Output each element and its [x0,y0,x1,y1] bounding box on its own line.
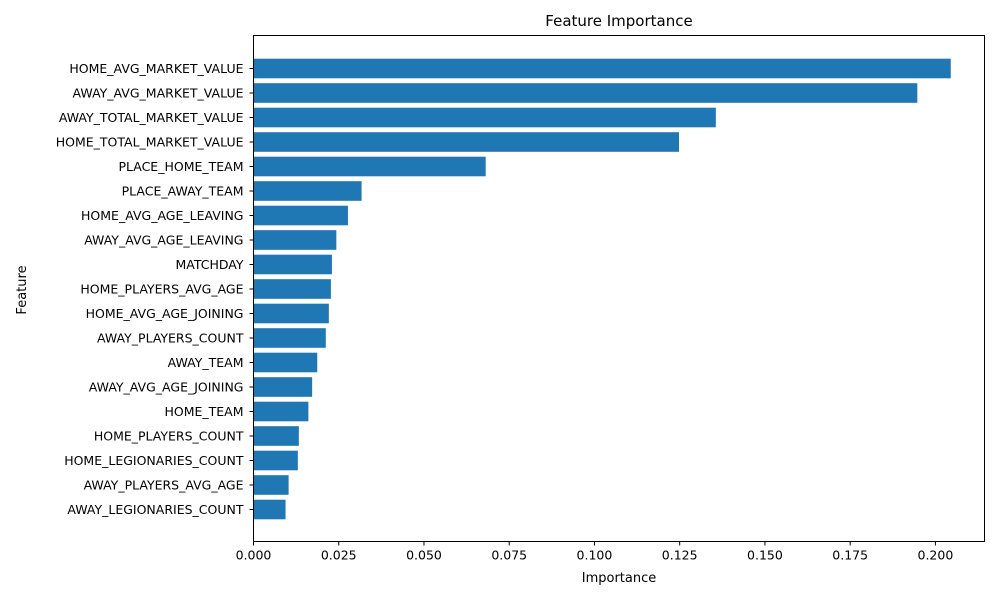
x-tick-label: 0.100 [577,548,613,563]
bar [253,132,680,152]
bar [253,107,716,128]
y-tick-label: AWAY_PLAYERS_COUNT [97,331,244,346]
bar [253,303,329,324]
x-axis-title: Importance [582,571,657,586]
x-ticks-layer: 0.000 0.025 0.050 0.075 0.100 0.125 0.150 0.175… [236,541,954,563]
bar [253,58,951,79]
y-ticks-layer: HOME_AVG_MARKET_VALUE AWAY_AVG_MARKET_VAL… [56,61,254,517]
x-tick-label: 0.025 [321,548,357,563]
x-tick-label: 0.200 [918,548,954,563]
bar [253,230,337,250]
y-tick-label: AWAY_LEGIONARIES_COUNT [67,502,244,517]
bar [253,401,309,422]
y-tick-label: HOME_TEAM [164,404,243,419]
bar [253,499,286,520]
bar [253,83,918,103]
y-tick-label: AWAY_AVG_MARKET_VALUE [73,86,244,101]
y-tick-label: MATCHDAY [175,257,243,272]
chart-title: Feature Importance [545,12,692,30]
y-tick-label: AWAY_AVG_AGE_JOINING [89,380,244,395]
y-tick-label: AWAY_PLAYERS_AVG_AGE [84,478,244,493]
y-tick-label: HOME_PLAYERS_AVG_AGE [80,282,243,297]
x-tick-label: 0.000 [236,548,272,563]
y-tick-label: HOME_AVG_AGE_LEAVING [81,208,243,223]
bar [253,328,326,348]
y-tick-label: PLACE_HOME_TEAM [118,159,243,174]
bar [253,426,299,446]
bar [253,475,289,495]
bar [253,279,331,299]
bar [253,352,318,373]
y-tick-label: AWAY_TOTAL_MARKET_VALUE [59,110,244,125]
plot-frame [253,35,985,542]
bar [253,156,486,177]
y-tick-label: PLACE_AWAY_TEAM [122,184,244,199]
y-tick-label: HOME_LEGIONARIES_COUNT [64,453,244,468]
bar [253,450,298,471]
y-tick-label: HOME_AVG_AGE_JOINING [86,306,244,321]
y-tick-label: HOME_TOTAL_MARKET_VALUE [56,135,244,150]
x-tick-label: 0.150 [747,548,783,563]
x-tick-label: 0.175 [832,548,868,563]
y-tick-label: AWAY_TEAM [168,355,244,370]
y-tick-label: AWAY_AVG_AGE_LEAVING [84,233,243,248]
y-tick-label: HOME_PLAYERS_COUNT [94,429,244,444]
bar [253,377,313,397]
bar [253,181,362,201]
x-tick-label: 0.050 [406,548,442,563]
y-tick-label: HOME_AVG_MARKET_VALUE [69,61,243,76]
x-tick-label: 0.125 [662,548,698,563]
bar [253,254,332,275]
x-tick-label: 0.075 [491,548,527,563]
bar [253,205,348,226]
y-axis-title: Feature [15,265,30,314]
bars-layer [253,58,951,520]
